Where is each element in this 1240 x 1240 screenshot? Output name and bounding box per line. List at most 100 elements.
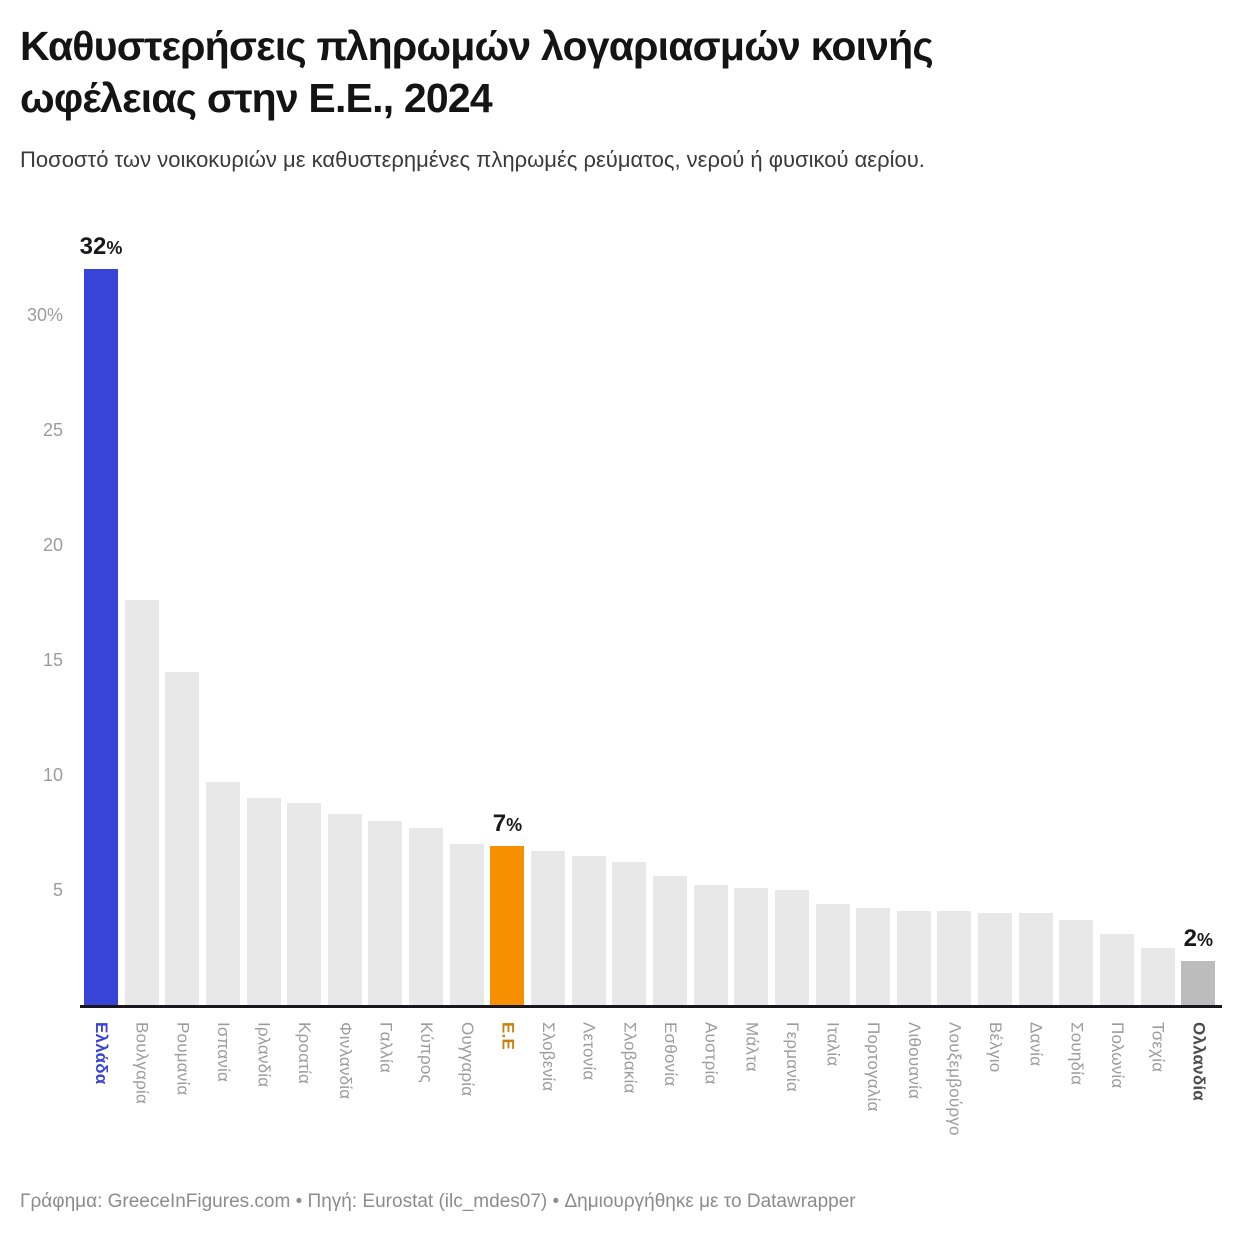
x-axis-label: Λετονία bbox=[579, 1022, 599, 1081]
x-axis-label: Βουλγαρία bbox=[132, 1022, 152, 1104]
bar bbox=[409, 827, 444, 1005]
x-axis-label: Φινλανδία bbox=[335, 1022, 355, 1100]
x-axis-label: Κροατία bbox=[295, 1022, 315, 1085]
bar-slot: Σουηδία bbox=[1059, 269, 1100, 1085]
x-axis-label: Αυστρία bbox=[701, 1022, 721, 1085]
bar-slot: Δανία bbox=[1018, 269, 1060, 1066]
bar bbox=[327, 814, 362, 1005]
bar bbox=[1018, 913, 1053, 1005]
x-axis-label: Βέλγιο bbox=[986, 1022, 1006, 1073]
x-axis-label: Ουγγαρία bbox=[457, 1022, 477, 1097]
bar bbox=[368, 821, 403, 1005]
x-axis-label: Πορτογαλία bbox=[864, 1022, 884, 1112]
x-axis-label: Ελλάδα bbox=[92, 1022, 111, 1085]
bar bbox=[165, 671, 200, 1005]
x-axis-label: Τσεχία bbox=[1148, 1022, 1168, 1073]
bar-slot: 2% Ολλανδία bbox=[1181, 269, 1222, 1101]
x-axis-label: Μάλτα bbox=[742, 1022, 762, 1072]
bar bbox=[124, 600, 159, 1005]
bar bbox=[774, 890, 809, 1005]
bar-greece bbox=[84, 269, 118, 1005]
bar-eu bbox=[490, 846, 525, 1005]
y-axis-tick-label: 30% bbox=[26, 305, 63, 325]
bar-slot: Γερμανία bbox=[774, 269, 816, 1092]
bar bbox=[449, 844, 484, 1005]
bar-slot: 32% Ελλάδα bbox=[80, 235, 125, 1085]
bar-slot: Γαλλία bbox=[368, 269, 409, 1073]
bar bbox=[1140, 947, 1175, 1005]
y-axis: 5 10 15 20 25 30% bbox=[0, 0, 63, 1010]
x-axis-label: Ιταλία bbox=[823, 1022, 843, 1067]
bar-slot: Μάλτα bbox=[734, 269, 775, 1072]
x-axis-label: Πολωνία bbox=[1108, 1022, 1128, 1089]
bar bbox=[531, 850, 566, 1005]
x-axis-label: Λιθουανία bbox=[904, 1022, 924, 1100]
bar-slot: Σλοβενία bbox=[531, 269, 572, 1091]
y-axis-tick-label: 25 bbox=[42, 420, 63, 440]
x-axis-label: Ισπανία bbox=[213, 1022, 233, 1083]
x-axis-label: Σλοβακία bbox=[620, 1022, 640, 1094]
x-axis-label: Σλοβενία bbox=[539, 1022, 559, 1092]
bar-slot: Ιταλία bbox=[815, 269, 857, 1066]
bar-slot: Βέλγιο bbox=[978, 269, 1019, 1072]
x-axis-label: Ολλανδία bbox=[1189, 1022, 1209, 1101]
bar bbox=[652, 876, 687, 1005]
bar bbox=[612, 862, 647, 1005]
y-axis-tick-label: 15 bbox=[42, 650, 63, 670]
bar-slot: Ισπανία bbox=[205, 269, 247, 1082]
bar-netherlands bbox=[1181, 961, 1216, 1005]
bar bbox=[815, 903, 850, 1005]
bar bbox=[571, 855, 606, 1005]
bar bbox=[856, 908, 891, 1005]
bar-slot: Κύπρος bbox=[409, 269, 450, 1083]
bar-slot: Ρουμανία bbox=[165, 269, 206, 1095]
bar bbox=[1100, 933, 1135, 1005]
bar bbox=[1059, 919, 1094, 1005]
bar-slot: Πορτογαλία bbox=[856, 269, 897, 1112]
x-axis-label: Γαλλία bbox=[376, 1022, 396, 1073]
plot-area: 32% Ελλάδα Βουλγαρία Ρουμανία Ισπανία Ιρλανδί… bbox=[80, 235, 1222, 1136]
x-axis-label: Κύπρος bbox=[417, 1022, 437, 1083]
bar-slot: Λιθουανία bbox=[896, 269, 938, 1099]
bar-slot: Αυστρία bbox=[693, 269, 735, 1085]
chart-subtitle: Ποσοστό των νοικοκυριών με καθυστερημένε… bbox=[20, 147, 925, 172]
bar-value-label: 2% bbox=[1183, 925, 1213, 953]
bar-slot: Σλοβακία bbox=[612, 269, 653, 1094]
y-axis-tick-label: 5 bbox=[52, 880, 63, 900]
x-axis-label: Εσθονία bbox=[660, 1022, 680, 1087]
bar-slot: 7% Ε.Ε bbox=[490, 269, 531, 1050]
bar-slot: Λουξεμβούργο bbox=[937, 269, 978, 1136]
bar bbox=[978, 913, 1013, 1005]
x-axis-label: Δανία bbox=[1026, 1022, 1046, 1067]
bar-slot: Βουλγαρία bbox=[124, 269, 166, 1104]
bar-slot: Λετονία bbox=[571, 269, 613, 1080]
bar-slot: Φινλανδία bbox=[327, 269, 369, 1099]
x-axis-label: Γερμανία bbox=[782, 1022, 802, 1092]
footer-note: Γράφημα: GreeceInFigures.com • Πηγή: Eur… bbox=[20, 1191, 856, 1212]
bar-slot: Ουγγαρία bbox=[449, 269, 491, 1096]
x-axis-label: Ιρλανδία bbox=[254, 1022, 274, 1088]
y-axis-tick-label: 20 bbox=[42, 535, 63, 555]
x-axis-label: Ρουμανία bbox=[173, 1022, 193, 1096]
bar-value-label: 32% bbox=[79, 233, 123, 260]
bar bbox=[734, 887, 769, 1005]
x-axis-label: Ε.Ε bbox=[498, 1022, 518, 1051]
bar-slot: Εσθονία bbox=[652, 269, 694, 1086]
bar bbox=[287, 802, 322, 1005]
x-axis-line bbox=[80, 1005, 1222, 1008]
bar bbox=[896, 910, 931, 1005]
bar-slot: Πολωνία bbox=[1100, 269, 1141, 1088]
bar-value-label: 7% bbox=[492, 810, 523, 838]
x-axis-label: Λουξεμβούργο bbox=[945, 1022, 965, 1136]
bar bbox=[205, 781, 240, 1005]
chart-title: Καθυστερήσεις πληρωμών λογαριασμών κοινή… bbox=[20, 23, 934, 122]
bar-slot: Κροατία bbox=[287, 269, 328, 1084]
y-axis-tick-label: 10 bbox=[42, 765, 63, 785]
bar bbox=[693, 885, 728, 1005]
bar bbox=[937, 910, 972, 1005]
bar-slot: Ιρλανδία bbox=[246, 269, 288, 1087]
bar bbox=[246, 798, 281, 1005]
x-axis-label: Σουηδία bbox=[1067, 1022, 1087, 1086]
